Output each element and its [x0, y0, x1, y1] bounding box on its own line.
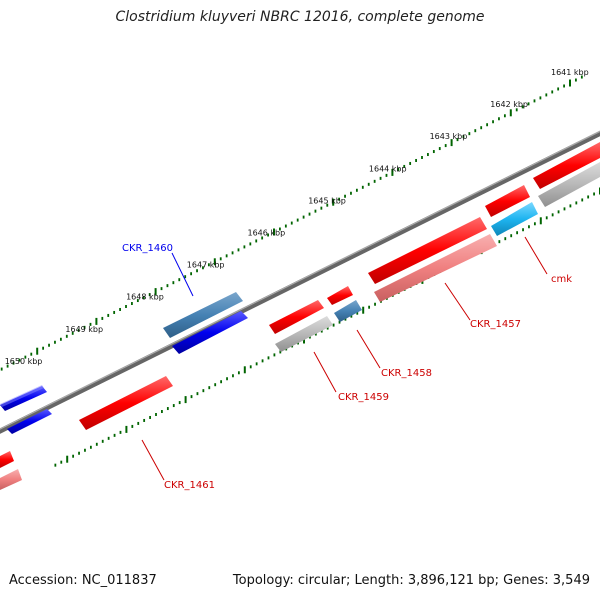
gene-feature	[485, 185, 530, 217]
tick-label: 1650 kbp	[5, 357, 43, 366]
gene-label-ckr-1460: CKR_1460	[122, 243, 173, 254]
gene-labels: CKR_1460 cmk CKR_1457 CKR_1458 CKR_1459 …	[122, 243, 572, 491]
gene-feature	[533, 142, 600, 189]
gene-feature	[79, 376, 173, 430]
gene-label-ckr-1458: CKR_1458	[381, 368, 432, 379]
gene-feature	[269, 300, 324, 334]
leader-line	[444, 282, 471, 321]
gene-label-leaders	[141, 236, 548, 481]
leader-line	[524, 236, 548, 275]
gene-label-ckr-1457: CKR_1457	[470, 319, 521, 330]
gene-feature	[0, 469, 22, 490]
gene-feature	[275, 316, 333, 352]
gene-feature	[538, 162, 600, 207]
tick-label: 1645 kbp	[308, 196, 346, 205]
tick-label: 1646 kbp	[248, 229, 286, 238]
leader-line	[171, 252, 194, 297]
gene-label-cmk: cmk	[551, 274, 572, 285]
genome-summary-text: Topology: circular; Length: 3,896,121 bp…	[232, 573, 590, 588]
gene-feature	[163, 292, 243, 338]
tick-label: 1647 kbp	[187, 261, 225, 270]
gene-feature	[334, 300, 362, 322]
tick-label: 1649 kbp	[65, 325, 103, 334]
tick-labels: 1641 kbp 1642 kbp 1643 kbp 1644 kbp 1645 kbp…	[5, 68, 589, 366]
map-title: Clostridium kluyveri NBRC 12016, complet…	[115, 9, 485, 25]
genome-backbone-highlight	[0, 130, 600, 430]
gene-feature	[0, 451, 14, 468]
leader-line	[141, 439, 165, 481]
gene-features	[0, 142, 600, 490]
gene-feature	[172, 311, 248, 354]
leader-line	[313, 351, 337, 393]
genome-backbone	[0, 130, 600, 434]
tick-label: 1644 kbp	[369, 164, 407, 173]
tick-label: 1643 kbp	[430, 132, 468, 141]
tick-label: 1641 kbp	[551, 68, 589, 77]
gene-feature	[0, 385, 44, 407]
gene-feature	[0, 386, 47, 411]
tick-label: 1642 kbp	[490, 100, 528, 109]
accession-text: Accession: NC_011837	[9, 573, 157, 588]
gene-feature	[327, 286, 353, 305]
tick-row-outer	[0, 75, 583, 371]
tick-label: 1648 kbp	[126, 293, 164, 302]
gene-feature	[491, 202, 538, 236]
gene-label-ckr-1459: CKR_1459	[338, 392, 389, 403]
gene-feature	[7, 409, 52, 434]
leader-line	[356, 329, 381, 369]
gene-feature	[368, 217, 487, 284]
gene-label-ckr-1461: CKR_1461	[164, 480, 215, 491]
gene-feature	[374, 234, 497, 302]
